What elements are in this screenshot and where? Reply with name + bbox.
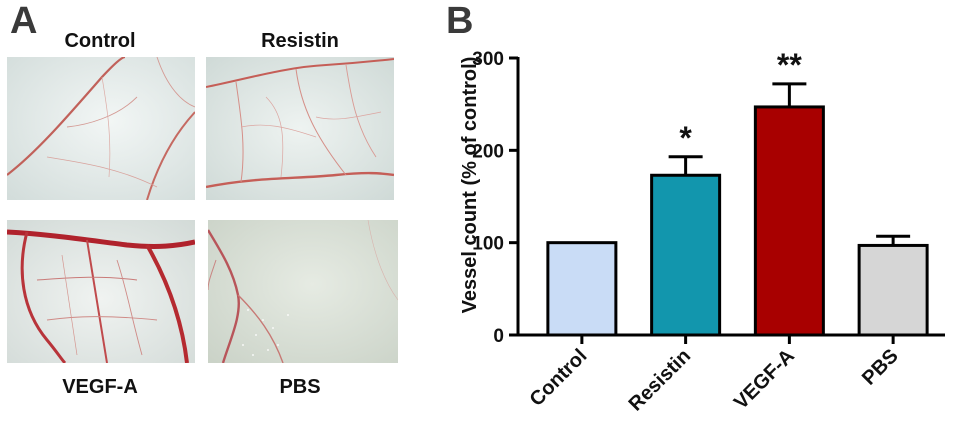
photo-resistin: [206, 57, 394, 200]
x-tick-label-vegf-a: VEGF-A: [730, 345, 799, 414]
bar-pbs: [857, 243, 929, 337]
photo-label-control: Control: [64, 30, 136, 52]
photo-pbs: [208, 220, 398, 363]
y-tick-label-0: 0: [493, 326, 504, 347]
bar-vegf-a: [753, 105, 825, 337]
significance-resistin: *: [679, 120, 692, 156]
y-tick-label-1: 100: [472, 234, 504, 255]
bar-resistin: [650, 173, 722, 337]
panel-a-letter: A: [10, 0, 38, 42]
photo-control: [7, 57, 195, 200]
x-tick-label-control: Control: [526, 345, 592, 411]
panel-b-letter: B: [446, 0, 474, 42]
photo-label-resistin: Resistin: [261, 30, 339, 52]
bar-control: [546, 241, 618, 337]
x-tick-label-pbs: PBS: [858, 345, 903, 390]
photo-label-vegfa: VEGF-A: [62, 376, 138, 398]
y-axis-label: Vessel count (% of control): [459, 57, 481, 314]
bar-chart: Vessel count (% of control) 0 100 200 300 Co…: [459, 47, 945, 416]
significance-vegf-a: **: [777, 47, 802, 83]
x-tick-label-resistin: Resistin: [625, 345, 696, 416]
photo-vegfa: [7, 220, 195, 363]
photo-label-pbs: PBS: [279, 376, 321, 398]
y-tick-label-3: 300: [472, 49, 504, 70]
y-tick-label-2: 200: [472, 141, 504, 162]
